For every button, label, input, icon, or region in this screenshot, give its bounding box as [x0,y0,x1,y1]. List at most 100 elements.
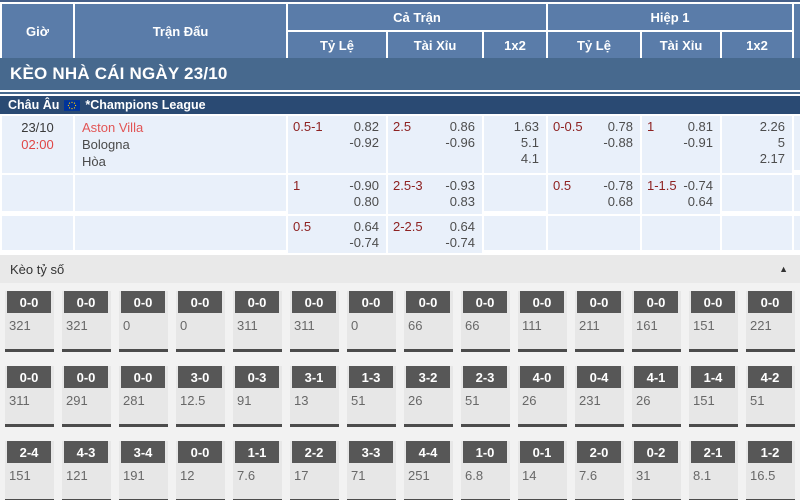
odds-value[interactable]: 2.26 [759,119,785,134]
score-odds-cell[interactable]: 4-0 26 [518,366,567,427]
score-label: 3-3 [349,441,393,463]
odds-value[interactable]: 5 [777,135,785,150]
home-team[interactable]: Aston Villa [82,120,144,135]
score-odds-cell[interactable]: 1-0 6.8 [461,441,510,500]
h1-over-under-cell[interactable]: 1 0.81 -0.91 [642,116,720,173]
score-odds-cell[interactable]: 0-0 311 [5,366,54,427]
header-full-match: Cả Trận [288,4,546,30]
score-odds-cell[interactable]: 3-0 12.5 [176,366,225,427]
odds-value[interactable]: -0.90 [349,178,379,193]
odds-value[interactable]: -0.78 [603,178,633,193]
score-odds-cell[interactable]: 0-0 0 [119,291,168,352]
score-odds-cell[interactable]: 0-0 0 [176,291,225,352]
score-odds-cell[interactable]: 0-0 0 [347,291,396,352]
odds-value[interactable]: 1.63 [513,119,539,134]
score-odds-cell[interactable]: 0-0 321 [62,291,111,352]
ft-over-under-cell[interactable]: 2.5-3 -0.93 0.83 [388,175,482,214]
odds-value[interactable]: 2.17 [759,151,785,166]
score-label: 2-3 [463,366,507,388]
ft-handicap-cell[interactable]: 0.5 0.64 -0.74 [288,216,386,253]
score-odds-cell[interactable]: 0-2 31 [632,441,681,500]
ft-handicap-cell[interactable]: 0.5-1 0.82 -0.92 [288,116,386,173]
h1-over-under-cell[interactable]: 1-1.5 -0.74 0.64 [642,175,720,214]
score-odds-cell[interactable]: 4-3 121 [62,441,111,500]
score-odds-cell[interactable]: 2-2 17 [290,441,339,500]
score-odds-cell[interactable]: 2-4 151 [5,441,54,500]
score-odds-cell[interactable]: 1-4 151 [689,366,738,427]
odds-value[interactable]: -0.74 [349,235,379,250]
score-odds-cell[interactable]: 0-0 311 [290,291,339,352]
score-odds-cell[interactable]: 2-0 7.6 [575,441,624,500]
odds-value[interactable]: 0.83 [449,194,475,209]
score-label: 0-0 [64,291,108,313]
score-odds-cell[interactable]: 3-2 26 [404,366,453,427]
h1-handicap-cell[interactable]: 0.5 -0.78 0.68 [548,175,640,214]
odds-value[interactable]: 0.86 [449,119,475,134]
odds-value[interactable]: -0.74 [445,235,475,250]
score-odds-cell[interactable]: 0-0 66 [404,291,453,352]
match-cell[interactable]: Aston Villa Bologna Hòa [75,116,286,173]
score-odds-cell[interactable]: 0-0 161 [632,291,681,352]
h1-handicap-cell[interactable]: 0-0.5 0.78 -0.88 [548,116,640,173]
score-odds-value: 111 [522,318,542,333]
score-odds-cell[interactable]: 3-1 13 [290,366,339,427]
odds-value[interactable]: 0.68 [607,194,633,209]
league-name: *Champions League [85,98,206,112]
score-odds-cell[interactable]: 0-0 12 [176,441,225,500]
score-odds-cell[interactable]: 0-0 151 [689,291,738,352]
odds-value[interactable]: 5.1 [520,135,539,150]
score-odds-cell[interactable]: 1-1 7.6 [233,441,282,500]
ft-1x2-cell[interactable]: 1.63 5.1 4.1 [484,116,546,173]
score-label: 4-1 [634,366,678,388]
score-odds-cell[interactable]: 2-1 8.1 [689,441,738,500]
h1-1x2-cell[interactable]: 2.26 5 2.17 [722,116,792,173]
odds-value[interactable]: 4.1 [520,151,539,166]
score-odds-cell[interactable]: 0-0 281 [119,366,168,427]
score-odds-value: 0 [180,318,188,333]
odds-value[interactable]: 0.64 [353,219,379,234]
odds-value[interactable]: -0.74 [683,178,713,193]
odds-value[interactable]: -0.88 [603,135,633,150]
header-time: Giờ [2,4,73,58]
handicap-line: 0.5 [553,178,572,193]
score-odds-cell[interactable]: 1-3 51 [347,366,396,427]
score-odds-cell[interactable]: 0-0 66 [461,291,510,352]
ft-over-under-cell[interactable]: 2.5 0.86 -0.96 [388,116,482,173]
score-odds-cell[interactable]: 0-3 91 [233,366,282,427]
odds-value[interactable]: -0.91 [683,135,713,150]
score-odds-cell[interactable]: 3-3 71 [347,441,396,500]
score-odds-cell[interactable]: 2-3 51 [461,366,510,427]
chevron-up-icon[interactable]: ▲ [779,264,788,274]
odds-value[interactable]: -0.93 [445,178,475,193]
score-odds-cell[interactable]: 3-4 191 [119,441,168,500]
odds-value[interactable]: 0.81 [687,119,713,134]
score-odds-cell[interactable]: 4-2 51 [746,366,795,427]
header-odds-ft: Tỷ Lệ [288,32,386,58]
score-section-header[interactable]: Kèo tỷ số ▲ [0,255,800,283]
score-odds-cell[interactable]: 0-0 111 [518,291,567,352]
score-odds-cell[interactable]: 4-1 26 [632,366,681,427]
ft-handicap-cell[interactable]: 1 -0.90 0.80 [288,175,386,214]
league-bar[interactable]: Châu Âu *Champions League [0,96,800,114]
score-odds-cell[interactable]: 0-1 14 [518,441,567,500]
score-odds-cell[interactable]: 0-0 311 [233,291,282,352]
odds-value[interactable]: -0.92 [349,135,379,150]
odds-value[interactable]: 0.64 [449,219,475,234]
odds-value[interactable]: 0.78 [607,119,633,134]
odds-value[interactable]: -0.96 [445,135,475,150]
score-row: 2-4 151 4-3 121 3-4 191 0-0 [0,441,800,500]
score-odds-cell[interactable]: 4-4 251 [404,441,453,500]
away-team[interactable]: Bologna [82,137,130,152]
ft-over-under-cell[interactable]: 2-2.5 0.64 -0.74 [388,216,482,253]
score-odds-cell[interactable]: 0-0 211 [575,291,624,352]
score-odds-cell[interactable]: 0-4 231 [575,366,624,427]
ft-1x2-cell [484,175,546,211]
odds-value[interactable]: 0.82 [353,119,379,134]
score-odds-cell[interactable]: 1-2 16.5 [746,441,795,500]
odds-value[interactable]: 0.64 [687,194,713,209]
odds-value[interactable]: 0.80 [353,194,379,209]
score-label: 0-0 [121,366,165,388]
score-odds-cell[interactable]: 0-0 291 [62,366,111,427]
score-odds-cell[interactable]: 0-0 221 [746,291,795,352]
score-odds-cell[interactable]: 0-0 321 [5,291,54,352]
